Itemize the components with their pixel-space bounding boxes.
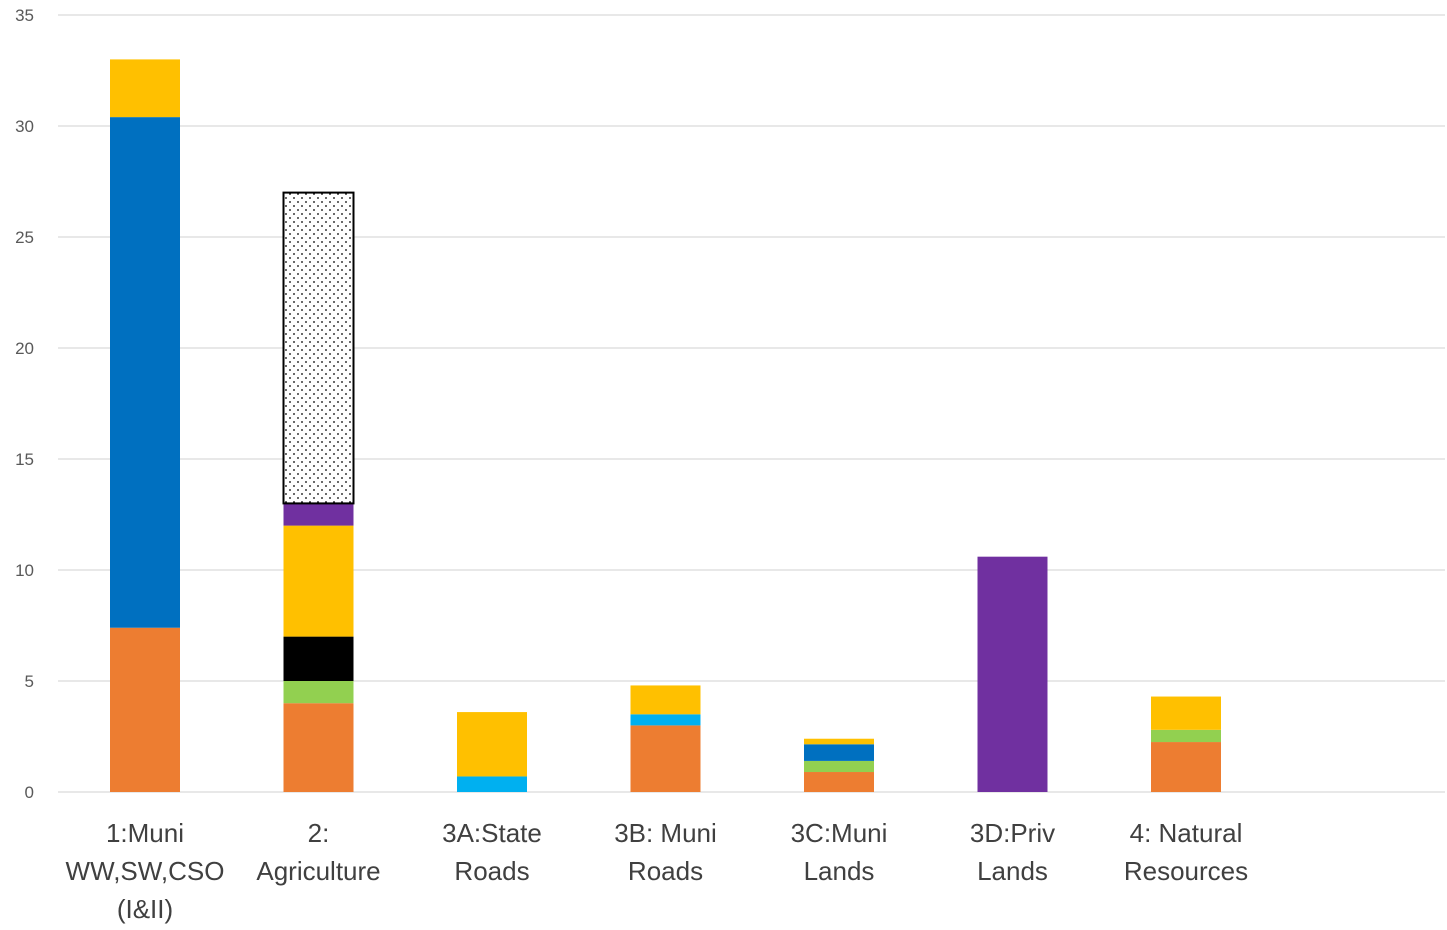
x-category-label: Resources [1124, 856, 1248, 886]
bar-segment [283, 681, 354, 704]
y-tick-label: 10 [15, 561, 34, 580]
x-axis-category-labels: 1:Muni WW,SW,CSO (I&II) 2: Agriculture 3A:Sta… [66, 818, 1249, 924]
y-tick-label: 15 [15, 450, 34, 469]
bar-segment [457, 776, 527, 792]
bar-segment [630, 725, 701, 792]
x-category-label: 4: Natural [1130, 818, 1243, 848]
x-category-label: 2: [308, 818, 330, 848]
bar-segment [804, 744, 874, 761]
x-category-label: Lands [804, 856, 875, 886]
y-axis-tick-labels: 0 5 10 15 20 25 30 35 [15, 6, 34, 802]
bar-segment [283, 636, 354, 681]
bar-segment [110, 59, 180, 118]
bar-segment [1151, 696, 1221, 730]
y-tick-label: 35 [15, 6, 34, 25]
bar-segment [110, 117, 180, 628]
x-category-label: Lands [977, 856, 1048, 886]
bar-segment [283, 525, 354, 637]
bar-segment [282, 191, 355, 505]
bar-segment [630, 685, 701, 715]
bar-segment [110, 627, 180, 792]
x-category-label: 3D:Priv [970, 818, 1055, 848]
bar-segment [630, 714, 701, 726]
x-category-label: (I&II) [117, 894, 173, 924]
y-tick-label: 5 [25, 672, 34, 691]
bar-segment [283, 503, 354, 526]
x-category-label: 3A:State [442, 818, 542, 848]
y-tick-label: 0 [25, 783, 34, 802]
x-category-label: Agriculture [256, 856, 380, 886]
bar-segment [804, 772, 874, 792]
bar-segment [1151, 742, 1221, 792]
bars [110, 59, 1221, 792]
gridlines [58, 14, 1445, 793]
x-category-label: 1:Muni [106, 818, 184, 848]
bar-segment [804, 738, 874, 745]
y-tick-label: 20 [15, 339, 34, 358]
x-category-label: 3B: Muni [614, 818, 717, 848]
y-tick-label: 25 [15, 228, 34, 247]
y-tick-label: 30 [15, 117, 34, 136]
bar-segment [804, 760, 874, 773]
bar-segment [977, 556, 1048, 792]
bar-segment [457, 712, 527, 777]
x-category-label: WW,SW,CSO [66, 856, 225, 886]
x-category-label: Roads [628, 856, 703, 886]
x-category-label: Roads [454, 856, 529, 886]
bar-segment [1151, 729, 1221, 743]
bar-segment [283, 703, 354, 792]
x-category-label: 3C:Muni [791, 818, 888, 848]
